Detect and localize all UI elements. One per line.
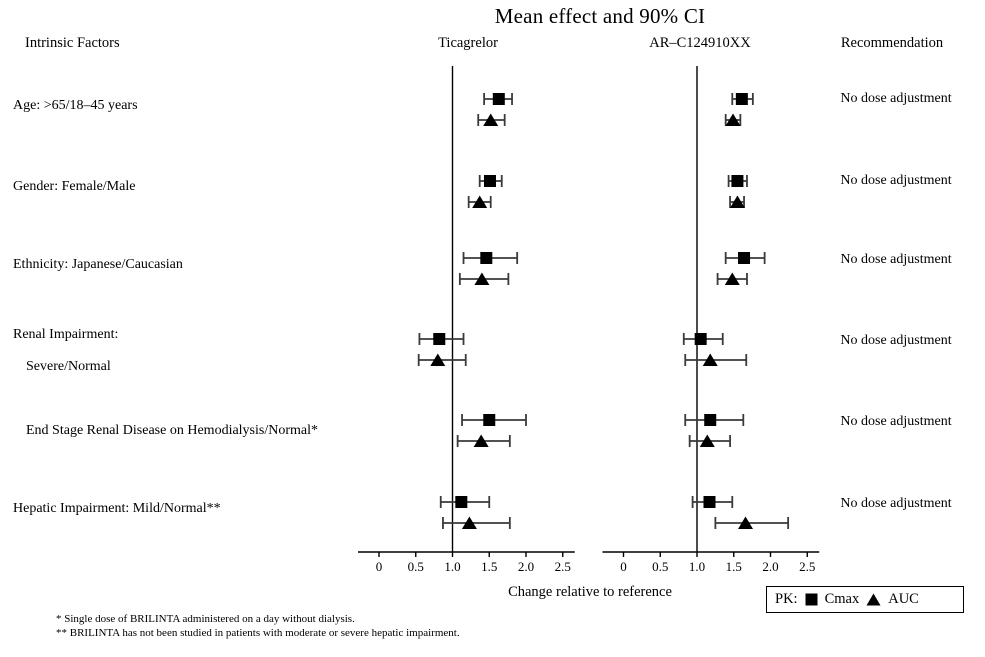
factor-label: End Stage Renal Disease on Hemodialysis/… [26, 423, 318, 438]
axis-tick-label: 2.0 [518, 559, 534, 574]
auc-marker [725, 113, 741, 126]
auc-marker [729, 195, 745, 208]
cmax-marker [738, 252, 751, 264]
recommendation-text: No dose adjustment [840, 252, 952, 267]
cmax-marker [433, 333, 446, 345]
cmax-marker [735, 93, 748, 105]
x-axis-label: Change relative to reference [508, 584, 672, 600]
cmax-marker [731, 175, 744, 187]
factor-label: Gender: Female/Male [13, 179, 136, 194]
auc-marker [702, 353, 718, 366]
auc-marker [699, 434, 715, 447]
auc-marker [483, 113, 499, 126]
legend-cmax-label: Cmax [824, 591, 860, 607]
axis-tick-label: 0.5 [652, 559, 668, 574]
cmax-marker [483, 175, 496, 187]
recommendation-text: No dose adjustment [840, 91, 952, 106]
column-header-ticagrelor: Ticagrelor [438, 35, 498, 51]
axis-tick-label: 1.5 [726, 559, 742, 574]
auc-marker [474, 272, 490, 285]
axis-tick-label: 2.5 [799, 559, 815, 574]
recommendation-text: No dose adjustment [840, 333, 952, 348]
recommendation-text: No dose adjustment [840, 414, 952, 429]
auc-marker [472, 195, 488, 208]
cmax-square-icon [805, 593, 818, 606]
recommendation-text: No dose adjustment [840, 496, 952, 511]
factor-label: Age: >65/18–45 years [13, 98, 138, 113]
axis-tick-label: 0.5 [408, 559, 424, 574]
auc-marker [473, 434, 489, 447]
legend-prefix: PK: [775, 591, 798, 607]
legend-auc-label: AUC [888, 591, 919, 607]
factor-label: Renal Impairment: [13, 327, 119, 342]
auc-triangle-icon [866, 593, 881, 606]
cmax-marker [483, 414, 496, 426]
column-header-intrinsic-factors: Intrinsic Factors [25, 35, 120, 51]
column-header-arc124910xx: AR–C124910XX [649, 35, 751, 51]
axis-tick-label: 1.0 [689, 559, 705, 574]
axis-tick-label: 1.0 [444, 559, 460, 574]
factor-label: Ethnicity: Japanese/Caucasian [13, 257, 183, 272]
axis-tick-label: 2.0 [762, 559, 778, 574]
axis-tick-label: 2.5 [555, 559, 571, 574]
axis-tick-label: 0 [376, 559, 383, 574]
footnotes: * Single dose of BRILINTA administered o… [56, 612, 460, 640]
pk-legend-box: PK: Cmax AUC [766, 586, 964, 613]
cmax-marker [694, 333, 707, 345]
recommendation-text: No dose adjustment [840, 173, 952, 188]
footnote-1: * Single dose of BRILINTA administered o… [56, 613, 355, 625]
auc-marker [430, 353, 446, 366]
auc-marker [738, 516, 754, 529]
cmax-marker [480, 252, 493, 264]
auc-marker [461, 516, 477, 529]
cmax-marker [455, 496, 468, 508]
auc-marker [724, 272, 740, 285]
axis-tick-label: 1.5 [481, 559, 497, 574]
cmax-marker [703, 496, 716, 508]
column-header-recommendation: Recommendation [840, 35, 944, 51]
axis-tick-label: 0 [620, 559, 627, 574]
factor-label: Hepatic Impairment: Mild/Normal** [13, 501, 221, 516]
footnote-2: ** BRILINTA has not been studied in pati… [56, 627, 460, 639]
cmax-marker [492, 93, 505, 105]
figure-title: Mean effect and 90% CI [494, 4, 706, 28]
cmax-marker [704, 414, 717, 426]
factor-label: Severe/Normal [26, 359, 111, 374]
